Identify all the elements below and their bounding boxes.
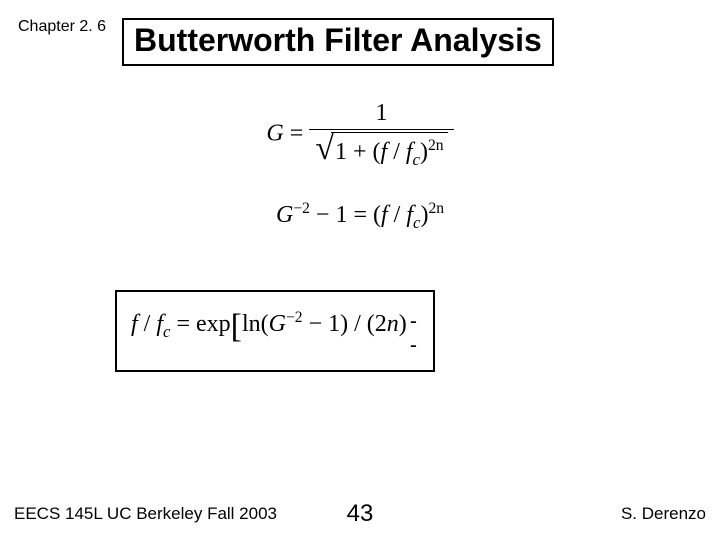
left-bracket-icon: [ (231, 308, 242, 345)
eq2-rhs-exp: 2n (428, 200, 444, 217)
eq1-exp: 2n (428, 137, 444, 154)
footer-page-number: 43 (0, 500, 720, 528)
eq1-equals: = (290, 120, 310, 146)
chapter-label: Chapter 2. 6 (18, 18, 106, 36)
eq1-fc-sub: c (413, 150, 420, 169)
eq2-mid: − 1 = ( (310, 202, 381, 228)
page-title: Butterworth Filter Analysis (122, 18, 554, 66)
equation-1: G = 1 √ 1 + (f / fc)2n (266, 100, 453, 170)
eq2-G: G (276, 202, 293, 228)
eq1-lhs: G (266, 120, 283, 146)
eq3-fc: f (156, 311, 163, 337)
equation-3-box: f / fc = exp[ln(G−2 − 1) / (2n) - - (115, 290, 435, 372)
equation-2: G−2 − 1 = (f / fc)2n (0, 200, 720, 233)
eq1-den-suffix: ) (420, 139, 428, 165)
eq2-fc: f (406, 202, 413, 228)
eq3-f: f (131, 311, 138, 337)
eq2-f: f (381, 202, 388, 228)
eq1-slash: / (387, 139, 406, 165)
eq3-slash: / (138, 311, 157, 337)
dash-mark-bottom: - (410, 334, 417, 357)
eq3-mid: − 1) / (2 (303, 311, 387, 337)
eq3-G: G (269, 311, 286, 337)
eq2-Gexp: −2 (293, 200, 310, 217)
eq3-ln: ln( (242, 311, 269, 337)
eq3-eq: = exp (170, 311, 230, 337)
eq3-Gexp: −2 (286, 309, 303, 326)
eq1-den-prefix: 1 + ( (335, 139, 381, 165)
eq3-n: n (387, 311, 399, 337)
eq1-sqrt: √ 1 + (f / fc)2n (315, 132, 447, 170)
eq1-fc: f (406, 139, 413, 165)
footer-author: S. Derenzo (621, 504, 706, 524)
eq1-denominator: √ 1 + (f / fc)2n (309, 130, 453, 170)
equation-block: G = 1 √ 1 + (f / fc)2n G−2 − 1 = (f / fc… (0, 100, 720, 233)
eq1-fraction: 1 √ 1 + (f / fc)2n (309, 100, 453, 170)
eq1-numerator: 1 (309, 100, 453, 130)
dash-mark-top: - (410, 310, 417, 333)
eq2-slash: / (388, 202, 407, 228)
eq1-radicand: 1 + (f / fc)2n (331, 132, 448, 170)
eq3-close: ) (399, 311, 407, 337)
